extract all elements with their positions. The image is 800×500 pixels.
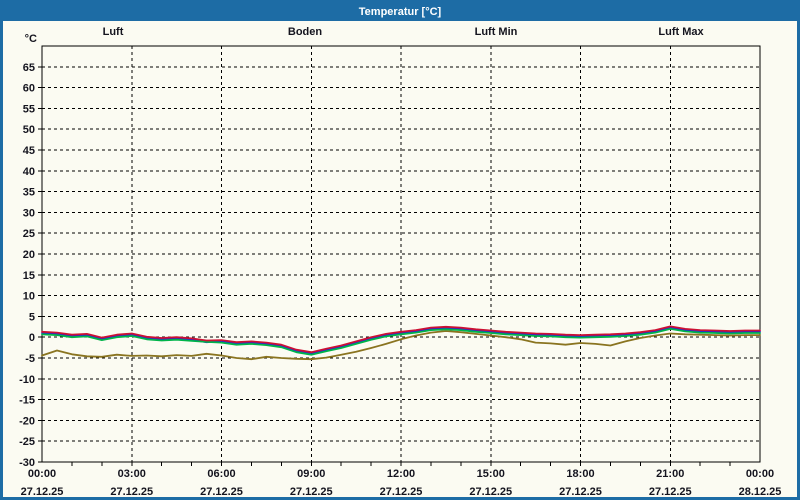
y-gridlines: [42, 66, 760, 442]
x-tick-time: 06:00: [207, 468, 235, 480]
x-tick-date: 27.12.25: [290, 486, 333, 497]
x-tick-time: 00:00: [746, 468, 774, 480]
x-tick-time: 21:00: [656, 468, 684, 480]
y-tick-label: 5: [29, 311, 35, 323]
legend-item-luft: Luft: [103, 26, 124, 38]
legend-item-boden: Boden: [288, 26, 323, 38]
x-tick-date: 28.12.25: [739, 486, 782, 497]
y-tick-label: -25: [19, 436, 35, 448]
chart-legend: Luft Boden Luft Min Luft Max: [103, 26, 705, 38]
series-line-luft-max: [41, 325, 761, 354]
series-line-luft-min: [41, 327, 761, 356]
x-tick-time: 18:00: [566, 468, 594, 480]
y-tick-label: 45: [23, 145, 35, 157]
y-axis-unit: °C: [25, 33, 37, 45]
y-tick-label: 25: [23, 228, 35, 240]
x-tick-time: 03:00: [118, 468, 146, 480]
x-tick-date: 27.12.25: [21, 486, 64, 497]
x-tick-time: 12:00: [387, 468, 415, 480]
chart-area: Luft Boden Luft Min Luft Max 65 60 55 50 45 40 35 3…: [3, 21, 797, 497]
x-tick-time: 00:00: [28, 468, 56, 480]
x-tick-date: 27.12.25: [380, 486, 423, 497]
y-tick-label: -15: [19, 395, 35, 407]
x-axis-labels: 00:00 27.12.25 03:00 27.12.25 06:00 27.12.25 0…: [21, 468, 782, 497]
series-line-boden: [41, 330, 761, 361]
x-tick-time: 09:00: [297, 468, 325, 480]
temperature-chart: Luft Boden Luft Min Luft Max656055504540353…: [19, 26, 782, 497]
x-tick-date: 27.12.25: [200, 486, 243, 497]
window-title: Temperatur [°C]: [358, 6, 442, 18]
y-tick-label: 30: [23, 207, 35, 219]
plot-border: [41, 45, 761, 463]
y-tick-label: 10: [23, 291, 35, 303]
y-tick-label: 60: [23, 83, 35, 95]
window-titlebar: Temperatur [°C]: [3, 3, 797, 21]
x-tick-date: 27.12.25: [110, 486, 153, 497]
y-tick-label: -20: [19, 415, 35, 427]
y-tick-label: -30: [19, 457, 35, 469]
y-tick-label: -5: [25, 353, 35, 365]
x-tick-date: 27.12.25: [469, 486, 512, 497]
y-tick-label: 15: [23, 270, 35, 282]
x-tick-date: 27.12.25: [559, 486, 602, 497]
plot-frame: [41, 45, 761, 463]
x-tick-date: 27.12.25: [649, 486, 692, 497]
y-tick-label: 20: [23, 249, 35, 261]
axis-ticks: [38, 66, 731, 466]
x-tick-time: 15:00: [477, 468, 505, 480]
series-line-luft: [41, 326, 761, 355]
legend-item-luft-min: Luft Min: [475, 26, 518, 38]
y-tick-label: 55: [23, 103, 35, 115]
y-tick-label: 40: [23, 166, 35, 178]
legend-item-luft-max: Luft Max: [658, 26, 704, 38]
series-lines: [41, 325, 761, 361]
y-tick-label: 50: [23, 124, 35, 136]
y-axis-labels: 65605550454035302520151050-5-10-15-20-25…: [19, 33, 37, 469]
y-tick-label: -10: [19, 374, 35, 386]
y-tick-label: 0: [29, 332, 35, 344]
y-tick-label: 65: [23, 62, 35, 74]
y-tick-label: 35: [23, 187, 35, 199]
